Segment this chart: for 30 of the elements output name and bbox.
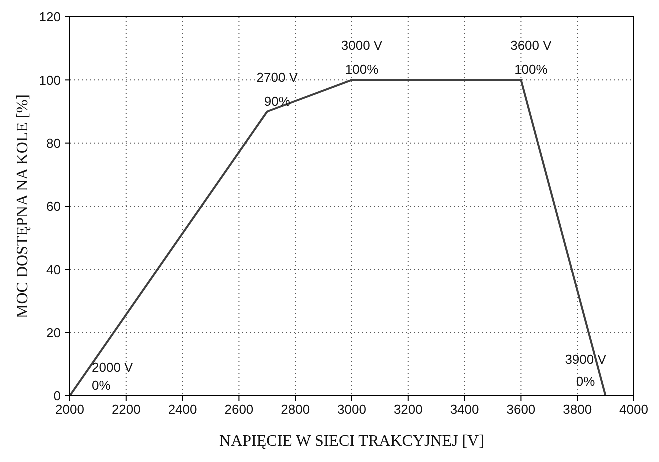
y-tick-label: 100: [39, 72, 61, 88]
x-axis-title: NAPIĘCIE W SIECI TRAKCYJNEJ [V]: [220, 433, 484, 450]
annotation: 100%: [345, 62, 380, 78]
annotation: 0%: [576, 374, 596, 389]
annotation: 90%: [264, 94, 291, 109]
annotation: 2700 V: [256, 70, 298, 85]
x-tick-label: 2000: [56, 402, 84, 418]
y-axis-title: MOC DOSTĘPNA NA KOLE [%]: [14, 94, 32, 318]
x-tick-label: 3800: [563, 402, 592, 418]
annotation: 0%: [92, 378, 112, 393]
x-tick-label: 2200: [112, 402, 141, 418]
x-tick-label: 3000: [338, 402, 366, 418]
y-tick-label: 20: [46, 325, 61, 340]
y-tick-label: 0: [54, 388, 61, 404]
y-tick-label: 80: [46, 136, 61, 151]
annotation: 3600 V: [510, 38, 552, 54]
x-tick-label: 2800: [281, 402, 310, 418]
y-tick-label: 60: [46, 199, 61, 214]
x-tick-label: 4000: [620, 402, 648, 418]
y-tick-label: 40: [46, 262, 61, 278]
x-tick-label: 3400: [450, 402, 480, 418]
x-tick-label: 3600: [506, 402, 536, 418]
x-tick-label: 2400: [168, 402, 198, 418]
annotation: 100%: [514, 62, 548, 78]
annotation: 2000 V: [92, 360, 134, 375]
y-tick-label: 120: [39, 10, 61, 25]
x-tick-label: 2600: [224, 402, 254, 418]
annotation: 3000 V: [341, 38, 383, 54]
annotation: 3900 V: [565, 352, 607, 367]
x-tick-label: 3200: [394, 402, 423, 418]
